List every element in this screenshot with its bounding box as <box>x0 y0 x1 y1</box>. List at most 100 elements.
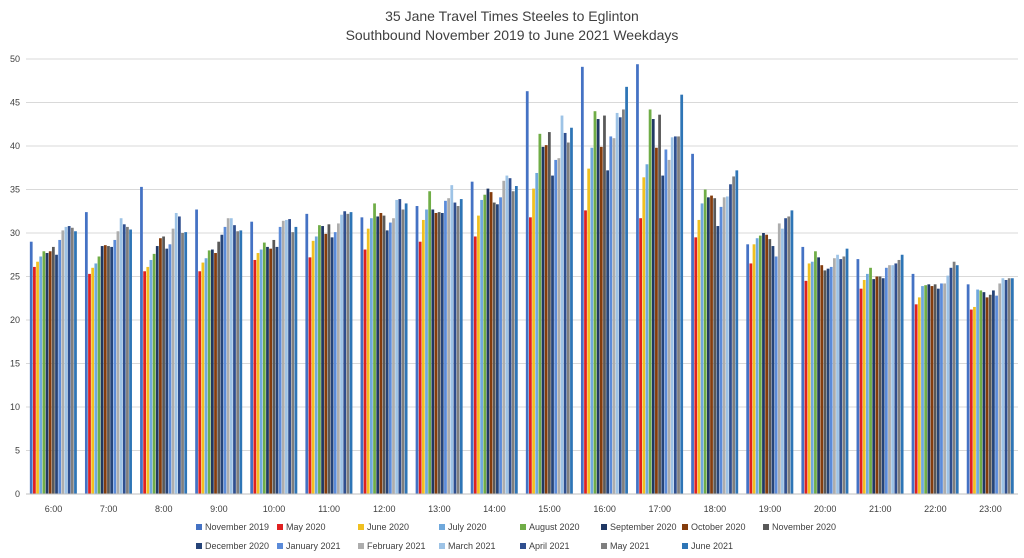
bar <box>39 256 43 494</box>
bar <box>126 226 129 494</box>
bar <box>327 224 331 495</box>
bar <box>499 197 502 494</box>
bar <box>340 214 343 495</box>
bar <box>551 175 554 494</box>
bar <box>655 147 658 495</box>
bar <box>324 233 328 494</box>
bar <box>673 136 677 494</box>
bar <box>418 241 422 494</box>
bar <box>691 153 694 494</box>
bar <box>177 216 181 494</box>
bar <box>642 177 646 494</box>
bar <box>979 290 983 494</box>
bar <box>872 279 876 494</box>
bar <box>648 109 652 495</box>
bar <box>388 222 392 494</box>
bar <box>719 206 723 494</box>
bar <box>781 228 784 494</box>
bar <box>535 172 539 494</box>
bar <box>768 239 772 494</box>
legend-swatch <box>682 543 688 549</box>
bar <box>395 199 399 494</box>
y-tick-label: 5 <box>15 446 20 456</box>
bar <box>425 209 428 494</box>
bar <box>370 218 373 494</box>
bar <box>557 158 561 494</box>
bar <box>845 248 849 494</box>
bar <box>360 217 364 494</box>
x-tick-label: 8:00 <box>155 504 173 514</box>
bar <box>198 271 202 494</box>
x-tick-label: 19:00 <box>759 504 782 514</box>
bar <box>343 211 347 494</box>
bar <box>777 223 781 494</box>
bar <box>447 198 450 494</box>
y-tick-label: 20 <box>10 315 20 325</box>
bar <box>710 195 713 494</box>
bar <box>722 197 726 494</box>
bar <box>174 212 178 495</box>
bar <box>755 238 759 494</box>
bar <box>508 178 512 494</box>
legend-label: May 2021 <box>610 541 650 551</box>
bar <box>590 147 594 495</box>
bar <box>790 210 794 494</box>
bar <box>392 218 395 494</box>
bar <box>285 219 288 494</box>
bar <box>272 239 276 494</box>
bar <box>291 232 295 494</box>
y-tick-label: 50 <box>10 54 20 64</box>
bar <box>603 115 606 495</box>
legend-label: June 2020 <box>367 522 409 532</box>
bar <box>735 170 739 495</box>
bar <box>181 233 184 494</box>
bar <box>453 202 457 495</box>
bar <box>67 226 71 495</box>
x-tick-label: 17:00 <box>649 504 672 514</box>
legend-swatch <box>601 543 607 549</box>
bar <box>159 238 162 494</box>
bar <box>804 280 808 494</box>
bar <box>376 216 380 494</box>
bar <box>525 91 529 494</box>
bar <box>973 306 976 494</box>
bar <box>33 266 36 494</box>
legend-swatch <box>439 524 445 530</box>
legend-label: August 2020 <box>529 522 580 532</box>
bar <box>914 304 918 494</box>
bar <box>318 225 321 495</box>
bar <box>149 259 153 494</box>
bar <box>667 159 671 495</box>
bar <box>382 215 386 494</box>
bar <box>294 226 298 494</box>
bar <box>713 198 717 494</box>
bar <box>817 257 820 494</box>
bar <box>995 295 998 494</box>
bar <box>762 233 765 494</box>
x-tick-label: 6:00 <box>45 504 63 514</box>
bar <box>266 246 269 494</box>
bar <box>862 279 866 494</box>
x-tick-label: 13:00 <box>428 504 451 514</box>
bar <box>74 231 77 494</box>
bar <box>373 203 376 495</box>
chart-subtitle: Southbound November 2019 to June 2021 We… <box>346 27 679 43</box>
bar <box>398 199 402 494</box>
bar <box>152 253 156 494</box>
bar <box>97 256 101 494</box>
y-tick-label: 10 <box>10 402 20 412</box>
bar <box>587 168 591 494</box>
bar <box>305 213 309 495</box>
bar <box>308 257 312 494</box>
bar <box>801 246 805 494</box>
bar <box>829 266 833 494</box>
legend-swatch <box>358 543 364 549</box>
bar <box>771 246 775 494</box>
bar <box>725 196 729 494</box>
bar <box>214 253 217 494</box>
bar <box>250 221 254 494</box>
bar <box>223 226 227 494</box>
legend-swatch <box>601 524 607 530</box>
bar <box>165 248 169 494</box>
bar <box>61 230 65 494</box>
